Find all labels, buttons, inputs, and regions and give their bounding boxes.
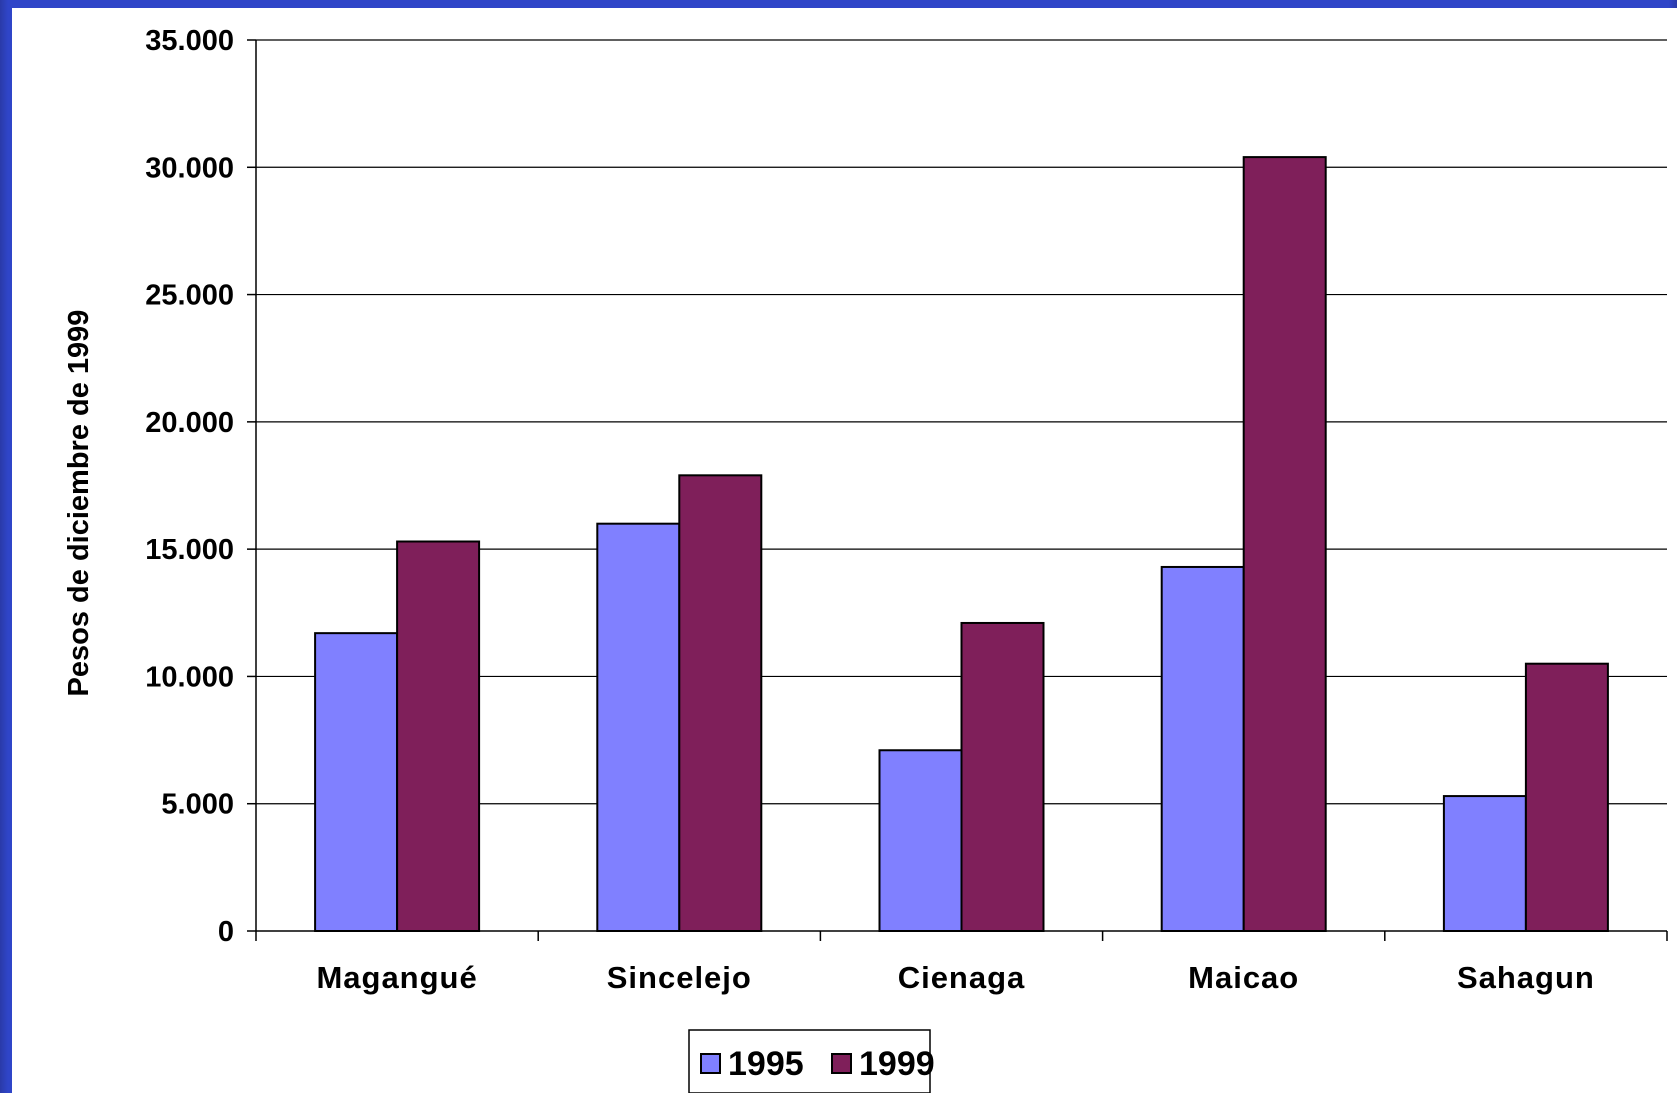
bar-1995-1 [596, 522, 681, 933]
y-tick-label: 35.000 [145, 25, 234, 57]
bar-1999-2 [960, 621, 1045, 932]
x-category-label: Magangué [316, 960, 477, 995]
bar-1995-3 [1160, 565, 1245, 932]
y-tick-label: 30.000 [145, 152, 234, 184]
y-tick-label: 10.000 [145, 661, 234, 693]
x-category-labels: Magangué Sincelejo Cienaga Maicao Sahagun [316, 960, 1595, 995]
bar-1999-3 [1242, 156, 1327, 933]
legend-label-1995: 1995 [728, 1045, 804, 1083]
bar-1995-0 [314, 632, 399, 932]
y-tick-labels: 0 5.000 10.000 15.000 20.000 25.000 30.000 35.0… [145, 25, 234, 948]
legend-box [688, 1029, 931, 1093]
chart-panel [12, 8, 1677, 1093]
axes [247, 39, 1668, 941]
bar-1995-4 [1442, 795, 1527, 932]
x-category-label: Sincelejo [607, 960, 752, 995]
legend-label-1999: 1999 [859, 1045, 935, 1083]
y-tick-label: 0 [218, 916, 234, 948]
legend-swatch-1995 [700, 1053, 721, 1074]
y-axis-title: Pesos de diciembre de 1999 [63, 310, 95, 697]
y-tick-label: 25.000 [145, 280, 234, 312]
y-tick-label: 15.000 [145, 534, 234, 566]
bar-1995-2 [878, 749, 963, 932]
legend: 1995 1999 [688, 1029, 935, 1093]
x-category-label: Maicao [1188, 960, 1299, 995]
x-category-label: Cienaga [898, 960, 1026, 995]
x-category-label: Sahagun [1457, 960, 1595, 995]
y-tick-label: 20.000 [145, 407, 234, 439]
bar-1999-1 [678, 474, 763, 932]
bars [314, 156, 1609, 933]
y-tick-label: 5.000 [161, 789, 234, 821]
bar-1999-4 [1524, 662, 1609, 932]
bar-1999-0 [396, 540, 481, 933]
legend-swatch-1999 [831, 1053, 852, 1074]
